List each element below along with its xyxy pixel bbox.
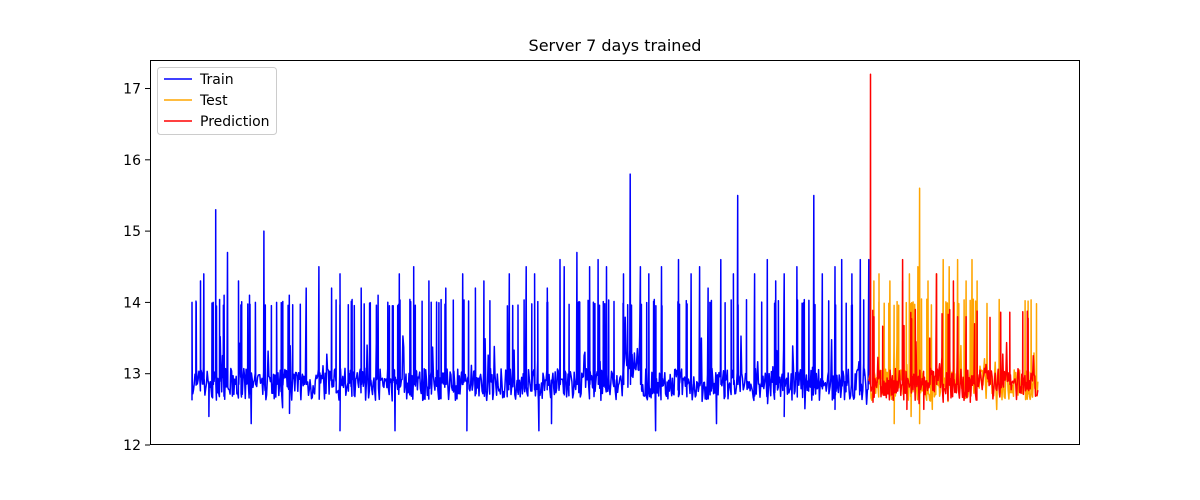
series-line-train xyxy=(191,173,870,432)
legend-label-test: Test xyxy=(199,93,228,109)
chart-title: Server 7 days trained xyxy=(529,36,702,55)
y-axis: 12 13 14 15 16 17 xyxy=(123,82,150,454)
y-tick-label: 13 xyxy=(123,367,141,383)
y-tick-label: 17 xyxy=(123,82,141,98)
legend-box xyxy=(157,67,277,135)
legend-label-prediction: Prediction xyxy=(200,114,270,130)
y-tick-label: 12 xyxy=(123,438,141,454)
y-tick-label: 15 xyxy=(123,224,141,240)
legend: Train Test Prediction xyxy=(157,67,277,135)
legend-label-train: Train xyxy=(199,72,234,88)
y-tick-label: 14 xyxy=(123,295,141,311)
series-line-prediction xyxy=(868,73,1039,411)
y-tick-label: 16 xyxy=(123,153,141,169)
plot-frame xyxy=(150,60,1080,445)
plot-area xyxy=(191,73,1039,432)
